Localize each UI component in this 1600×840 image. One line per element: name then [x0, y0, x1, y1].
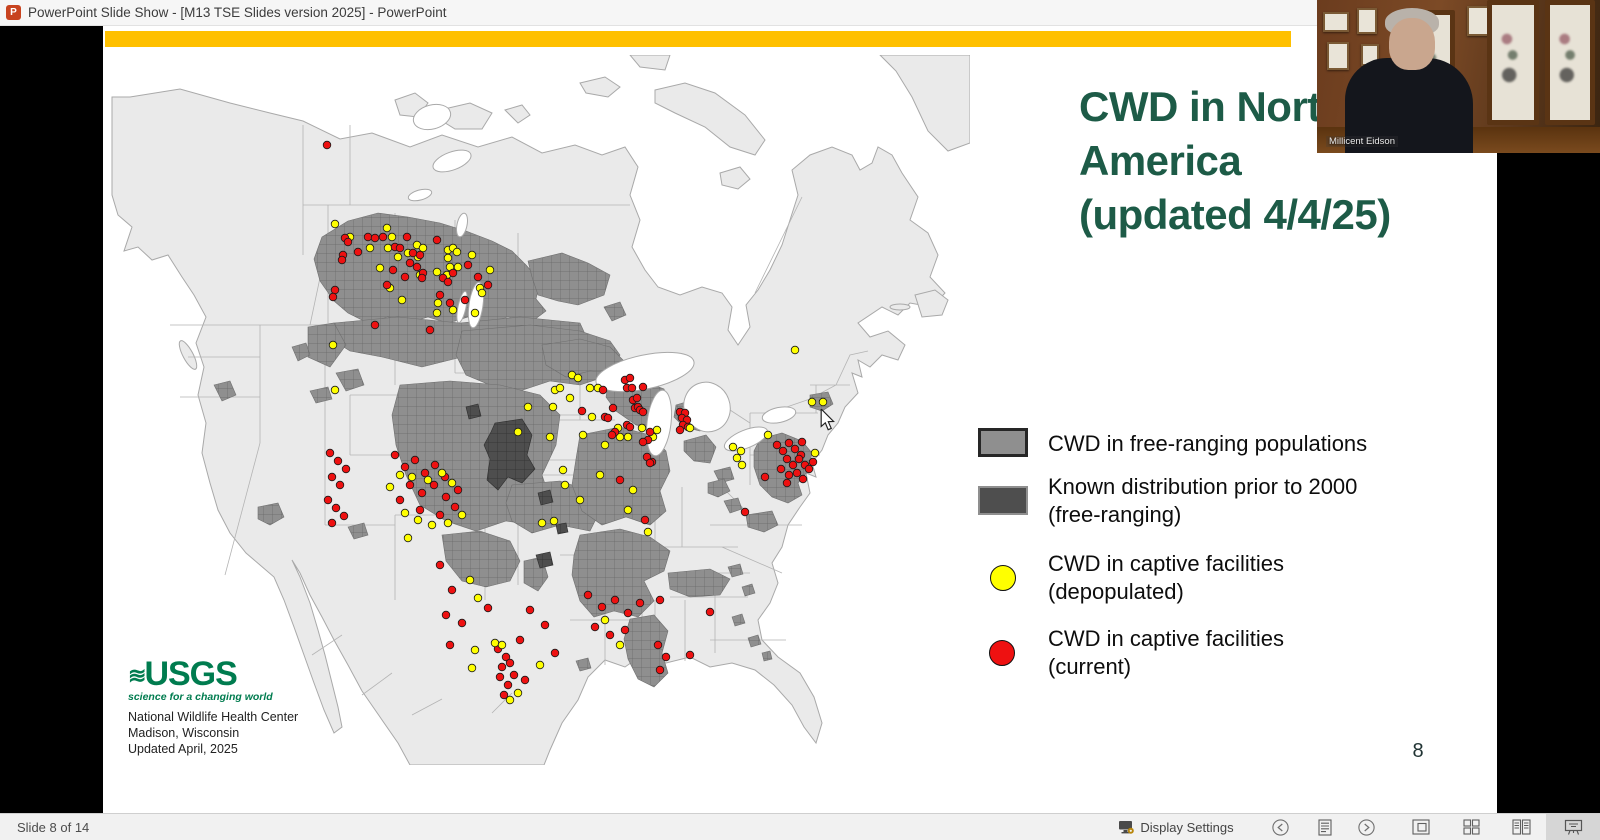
slide-show-icon — [1564, 819, 1583, 836]
slide-menu-icon — [1318, 818, 1332, 836]
legend-swatch-captive-current — [989, 640, 1015, 666]
slide-menu-button[interactable] — [1313, 814, 1337, 840]
usgs-logo: ≋USGS — [128, 655, 238, 693]
folding-screen-panel — [1487, 0, 1539, 125]
slide-title-line1: CWD in North — [1079, 83, 1346, 130]
legend-label-captive-current-line1: CWD in captive facilities — [1048, 626, 1284, 651]
legend-label-prior-2000-line1: Known distribution prior to 2000 — [1048, 474, 1358, 499]
statusbar: Slide 8 of 14 Display Settings — [0, 813, 1600, 840]
legend-label-captive-depopulated-line1: CWD in captive facilities — [1048, 551, 1284, 576]
legend-swatch-free-ranging — [978, 428, 1028, 457]
picture-frame — [1323, 12, 1349, 32]
next-slide-icon — [1357, 818, 1375, 836]
previous-slide-icon — [1271, 818, 1289, 836]
normal-view-button[interactable] — [1408, 814, 1434, 840]
usgs-tagline: science for a changing world — [128, 691, 273, 703]
slide-sorter-view-button[interactable] — [1458, 814, 1484, 840]
slide-title-line3: (updated 4/4/25) — [1079, 191, 1391, 238]
picture-frame — [1357, 8, 1377, 34]
picture-frame — [1467, 6, 1489, 36]
slide-page-number: 8 — [1412, 740, 1424, 762]
display-settings-label: Display Settings — [1140, 819, 1234, 835]
legend-swatch-prior-2000 — [978, 486, 1028, 515]
webcam-name-label: Millicent Eidson — [1326, 136, 1398, 147]
next-slide-button[interactable] — [1354, 814, 1378, 840]
cwd-distribution-map — [110, 54, 971, 766]
slide-canvas: CWD in North America (updated 4/4/25) CW… — [103, 26, 1497, 813]
usgs-source-block: ≋USGS science for a changing world Natio… — [128, 655, 298, 757]
previous-slide-button[interactable] — [1268, 814, 1292, 840]
slide-counter: Slide 8 of 14 — [17, 820, 90, 835]
usgs-wave-icon: ≋ — [128, 663, 146, 688]
window-title: PowerPoint Slide Show - [M13 TSE Slides … — [28, 5, 447, 20]
slide-show-view-button[interactable] — [1546, 814, 1600, 840]
usgs-address-line1: National Wildlife Health Center — [128, 710, 299, 724]
display-settings-button[interactable]: Display Settings — [1118, 814, 1234, 840]
picture-frame — [1327, 42, 1349, 70]
slide-title-line2: America — [1079, 137, 1242, 184]
legend-label-captive-depopulated-line2: (depopulated) — [1048, 579, 1184, 604]
reading-view-button[interactable] — [1508, 814, 1534, 840]
accent-bar — [105, 31, 1291, 47]
powerpoint-icon: P — [6, 5, 21, 20]
webcam-video-overlay: Millicent Eidson — [1317, 0, 1600, 153]
display-settings-icon — [1118, 820, 1135, 835]
slide-title: CWD in North America (updated 4/4/25) — [1079, 80, 1497, 242]
legend-label-free-ranging: CWD in free-ranging populations — [1048, 431, 1368, 456]
normal-view-icon — [1412, 819, 1430, 835]
usgs-address: National Wildlife Health Center Madison,… — [128, 709, 298, 757]
reading-view-icon — [1511, 819, 1531, 835]
mouse-cursor — [819, 407, 835, 436]
usgs-address-line2: Madison, Wisconsin — [128, 726, 240, 740]
prior-2000-areas — [465, 403, 569, 569]
usgs-address-line3: Updated April, 2025 — [128, 742, 238, 756]
captive-facility-dots — [322, 140, 828, 705]
lake-superior — [595, 351, 695, 393]
folding-screen-panel — [1545, 0, 1595, 125]
presentation-stage: CWD in North America (updated 4/4/25) CW… — [0, 26, 1600, 813]
greenland — [878, 54, 971, 152]
legend-label-prior-2000-line2: (free-ranging) — [1048, 502, 1182, 527]
legend-label-captive-current-line2: (current) — [1048, 654, 1132, 679]
lake-ontario — [761, 406, 797, 424]
presenter-face — [1389, 18, 1435, 70]
islands — [178, 54, 971, 370]
slide-sorter-icon — [1462, 819, 1480, 835]
presenter-silhouette — [1345, 58, 1473, 153]
legend-swatch-captive-depopulated — [990, 565, 1016, 591]
lakes — [407, 103, 797, 457]
